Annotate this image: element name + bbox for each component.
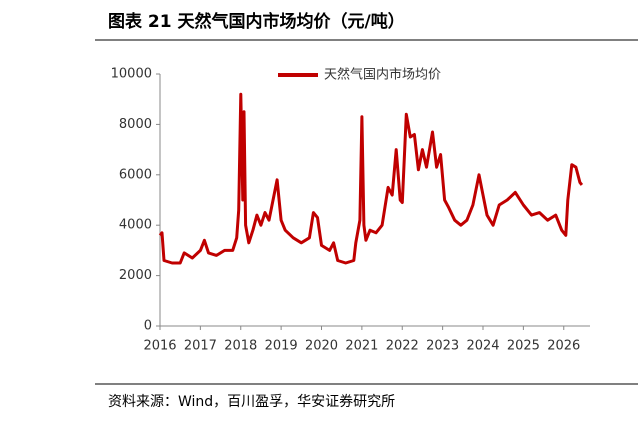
y-tick-label: 0 (144, 319, 152, 334)
x-tick-label: 2020 (305, 339, 338, 354)
y-tick-label: 2000 (119, 268, 152, 283)
chart-title: 图表 21 天然气国内市场均价（元/吨） (108, 11, 405, 32)
x-tick-label: 2026 (547, 339, 580, 354)
legend-label: 天然气国内市场均价 (324, 67, 441, 83)
y-tick-label: 6000 (119, 167, 152, 182)
x-tick-label: 2025 (507, 339, 540, 354)
x-tick-label: 2017 (184, 339, 217, 354)
y-tick-label: 4000 (119, 218, 152, 233)
x-tick-label: 2021 (345, 339, 378, 354)
x-tick-label: 2023 (426, 339, 459, 354)
series-line (158, 92, 584, 265)
x-tick-label: 2016 (143, 339, 176, 354)
y-tick-label: 8000 (119, 117, 152, 132)
y-tick-label: 10000 (111, 67, 152, 82)
x-tick-label: 2018 (224, 339, 257, 354)
source: 资料来源：Wind，百川盈孚，华安证券研究所 (108, 394, 395, 410)
x-tick-label: 2024 (466, 339, 499, 354)
x-tick-label: 2019 (265, 339, 298, 354)
x-tick-label: 2022 (386, 339, 419, 354)
